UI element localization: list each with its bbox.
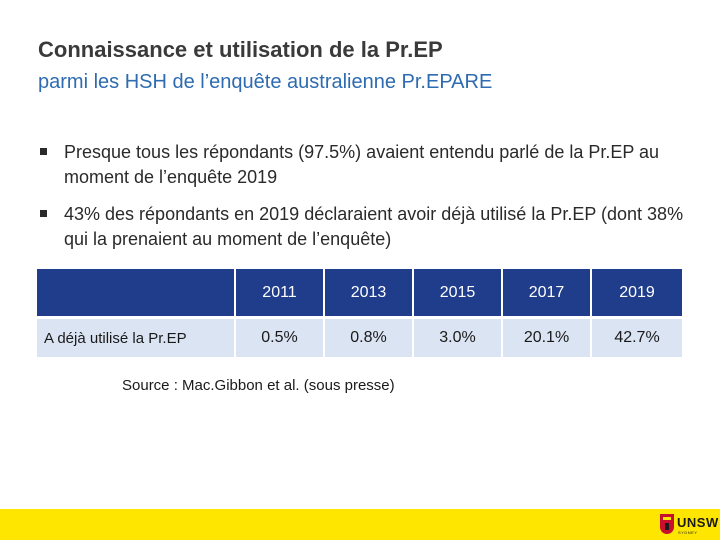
- slide-subtitle: parmi les HSH de l’enquête australienne …: [38, 71, 493, 93]
- value-cell: 0.5%: [236, 319, 325, 357]
- bullet-list: Presque tous les répondants (97.5%) avai…: [38, 140, 688, 264]
- value-cell: 20.1%: [503, 319, 592, 357]
- unsw-logo: UNSW SYDNEY: [658, 512, 719, 538]
- year-header: 2013: [325, 269, 414, 319]
- bullet-text: 43% des répondants en 2019 déclaraient a…: [64, 204, 684, 249]
- value-cell: 42.7%: [592, 319, 682, 357]
- footer-bar: [0, 509, 720, 540]
- table-corner-cell: [37, 269, 236, 319]
- table-row: A déjà utilisé la Pr.EP 0.5% 0.8% 3.0% 2…: [37, 319, 682, 357]
- crest-icon: [660, 514, 674, 534]
- year-header: 2011: [236, 269, 325, 319]
- bullet-item: 43% des répondants en 2019 déclaraient a…: [38, 202, 688, 252]
- bullet-text: Presque tous les répondants (97.5%) avai…: [64, 142, 660, 187]
- logo-subtext: SYDNEY: [678, 530, 698, 535]
- year-header: 2017: [503, 269, 592, 319]
- prep-usage-table: 2011 2013 2015 2017 2019 A déjà utilisé …: [37, 269, 682, 357]
- value-cell: 0.8%: [325, 319, 414, 357]
- row-label: A déjà utilisé la Pr.EP: [37, 319, 236, 357]
- year-header: 2015: [414, 269, 503, 319]
- slide-title: Connaissance et utilisation de la Pr.EP: [38, 37, 443, 62]
- year-header: 2019: [592, 269, 682, 319]
- bullet-item: Presque tous les répondants (97.5%) avai…: [38, 140, 688, 190]
- value-cell: 3.0%: [414, 319, 503, 357]
- logo-text: UNSW: [677, 515, 719, 530]
- square-bullet-icon: [40, 148, 47, 155]
- square-bullet-icon: [40, 210, 47, 217]
- source-citation: Source : Mac.Gibbon et al. (sous presse): [122, 377, 395, 394]
- table-header-row: 2011 2013 2015 2017 2019: [37, 269, 682, 319]
